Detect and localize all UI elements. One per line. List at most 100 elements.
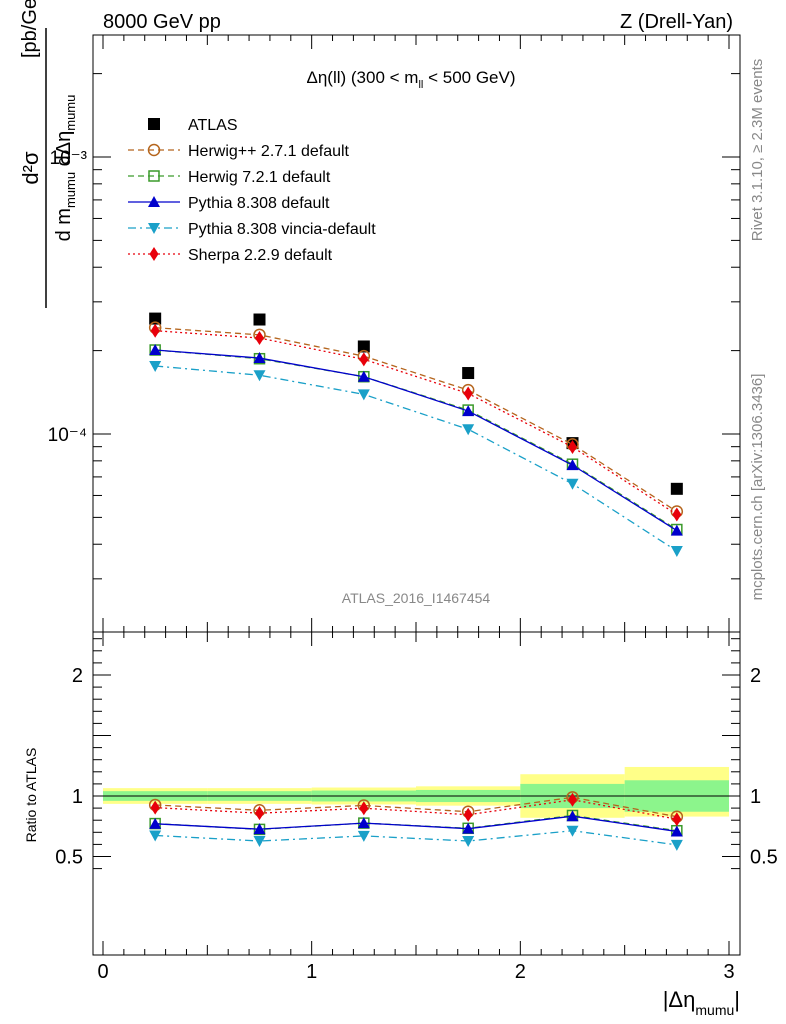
marker-diamond bbox=[359, 352, 369, 367]
main-series-line-herwig bbox=[155, 327, 678, 513]
marker-triangle-up bbox=[149, 817, 162, 829]
marker-diamond bbox=[255, 806, 264, 821]
y-label-numerator: d²σ bbox=[18, 151, 43, 185]
marker-square bbox=[462, 367, 475, 380]
x-tick-label: 0 bbox=[97, 961, 108, 983]
ratio-y-axis-label: Ratio to ATLAS bbox=[23, 748, 39, 843]
y-tick-label: 10⁻³ bbox=[50, 148, 88, 169]
marker-diamond bbox=[568, 792, 577, 807]
y-tick-label: 2 bbox=[72, 665, 83, 687]
marker-diamond bbox=[463, 386, 473, 401]
marker-diamond bbox=[255, 331, 264, 346]
marker-square bbox=[148, 118, 160, 130]
title-post: < 500 GeV) bbox=[423, 68, 515, 87]
source-label: mcplots.cern.ch [arXiv:1306.3436] bbox=[749, 374, 766, 601]
den-part1: d m bbox=[53, 208, 75, 241]
y-tick-label-right: 0.5 bbox=[750, 847, 778, 869]
marker-triangle-down bbox=[566, 478, 579, 490]
marker-triangle-down bbox=[357, 830, 370, 842]
title-sub: ll bbox=[418, 79, 423, 91]
marker-open-circle bbox=[147, 143, 161, 157]
legend-label: Herwig++ 2.7.1 default bbox=[188, 143, 350, 160]
x-label-pre: |Δη bbox=[663, 987, 696, 1012]
legend-label: Pythia 8.308 vincia-default bbox=[188, 221, 376, 238]
legend-label: Pythia 8.308 default bbox=[188, 195, 330, 212]
header-energy-label: 8000 GeV pp bbox=[103, 11, 221, 33]
marker-square bbox=[357, 340, 370, 353]
x-tick-label: 1 bbox=[306, 961, 317, 983]
marker-triangle-down bbox=[149, 360, 162, 372]
main-panel-axes: 10⁻⁴ 10⁻³ bbox=[48, 34, 741, 633]
marker-triangle-down bbox=[148, 223, 160, 234]
legend: ATLAS Herwig++ 2.7.1 default Herwig 7.2.1 … bbox=[128, 117, 376, 264]
marker-triangle-down bbox=[670, 546, 683, 558]
y-tick-label-right: 2 bbox=[750, 665, 761, 687]
y-label-unit: [pb/GeV] bbox=[19, 0, 41, 58]
marker-triangle-up bbox=[670, 825, 683, 837]
y-tick-label: 0.5 bbox=[55, 847, 83, 869]
x-label-sub: mumu bbox=[695, 1002, 734, 1018]
marker-diamond bbox=[568, 439, 577, 454]
title-pre: Δη(ll) (300 < m bbox=[306, 68, 418, 87]
marker-triangle-up bbox=[462, 405, 475, 417]
main-y-axis-label: d²σ d mmumu dΔηmumu [pb/GeV] bbox=[18, 0, 78, 308]
ratio-series-line-pythia bbox=[155, 815, 677, 833]
marker-triangle-down bbox=[462, 836, 475, 848]
marker-square bbox=[670, 482, 683, 495]
marker-square bbox=[149, 312, 162, 325]
marker-square bbox=[253, 313, 266, 326]
marker-triangle-down bbox=[253, 836, 266, 848]
x-axis-label: |Δηmumu| bbox=[663, 987, 740, 1018]
ratio-panel-series bbox=[148, 791, 684, 851]
x-label-post: | bbox=[734, 987, 740, 1012]
marker-triangle-down bbox=[566, 825, 579, 837]
marker-diamond bbox=[463, 807, 473, 822]
marker-triangle-down bbox=[462, 424, 475, 436]
marker-triangle-up bbox=[253, 352, 266, 364]
rivet-version-label: Rivet 3.1.10, ≥ 2.3M events bbox=[749, 59, 766, 242]
y-tick-label: 1 bbox=[72, 786, 83, 808]
marker-diamond bbox=[359, 801, 369, 816]
ratio-series-line-herwig bbox=[155, 796, 677, 818]
legend-label: Sherpa 2.2.9 default bbox=[188, 247, 333, 264]
marker-triangle-down bbox=[253, 370, 266, 382]
header-process-label: Z (Drell-Yan) bbox=[620, 11, 733, 33]
marker-triangle-up bbox=[149, 344, 162, 356]
marker-triangle-down bbox=[149, 830, 162, 842]
marker-diamond bbox=[150, 800, 160, 815]
x-tick-label: 3 bbox=[723, 961, 734, 983]
marker-triangle-down bbox=[357, 389, 370, 401]
main-series-line-sherpa bbox=[155, 330, 678, 516]
marker-diamond bbox=[672, 812, 682, 827]
ratio-series-line-vincia bbox=[155, 830, 677, 846]
main-plot-title: Δη(ll) (300 < mll < 500 GeV) bbox=[306, 68, 515, 91]
marker-triangle-up bbox=[670, 524, 683, 536]
marker-triangle-up bbox=[462, 822, 475, 834]
ratio-panel-axes: 0 1 2 3 0.5 0.5 1 1 2 2 bbox=[55, 631, 778, 983]
legend-label: ATLAS bbox=[188, 117, 238, 134]
den-sub1: mumu bbox=[63, 172, 78, 208]
y-tick-label: 10⁻⁴ bbox=[48, 425, 87, 446]
x-tick-label: 2 bbox=[515, 961, 526, 983]
marker-diamond bbox=[672, 507, 682, 522]
marker-diamond bbox=[149, 247, 159, 261]
y-tick-label-right: 1 bbox=[750, 786, 761, 808]
den-sub2: mumu bbox=[63, 95, 78, 131]
main-panel-series bbox=[148, 312, 684, 558]
marker-triangle-up bbox=[148, 196, 160, 207]
marker-triangle-up bbox=[566, 810, 579, 822]
y-label-denominator: d mmumu dΔηmumu bbox=[53, 95, 78, 242]
den-part2: dΔη bbox=[53, 131, 75, 172]
legend-label: Herwig 7.2.1 default bbox=[188, 169, 331, 186]
marker-open-square bbox=[148, 170, 160, 182]
marker-triangle-up bbox=[357, 370, 370, 382]
ratio-series-line-sherpa bbox=[155, 799, 677, 820]
main-series-line-pythia bbox=[155, 349, 678, 532]
marker-triangle-down bbox=[670, 839, 683, 851]
marker-diamond bbox=[150, 323, 160, 338]
marker-triangle-up bbox=[357, 817, 370, 829]
marker-triangle-up bbox=[253, 823, 266, 835]
marker-triangle-up bbox=[566, 459, 579, 471]
main-series-line-vincia bbox=[155, 365, 678, 552]
